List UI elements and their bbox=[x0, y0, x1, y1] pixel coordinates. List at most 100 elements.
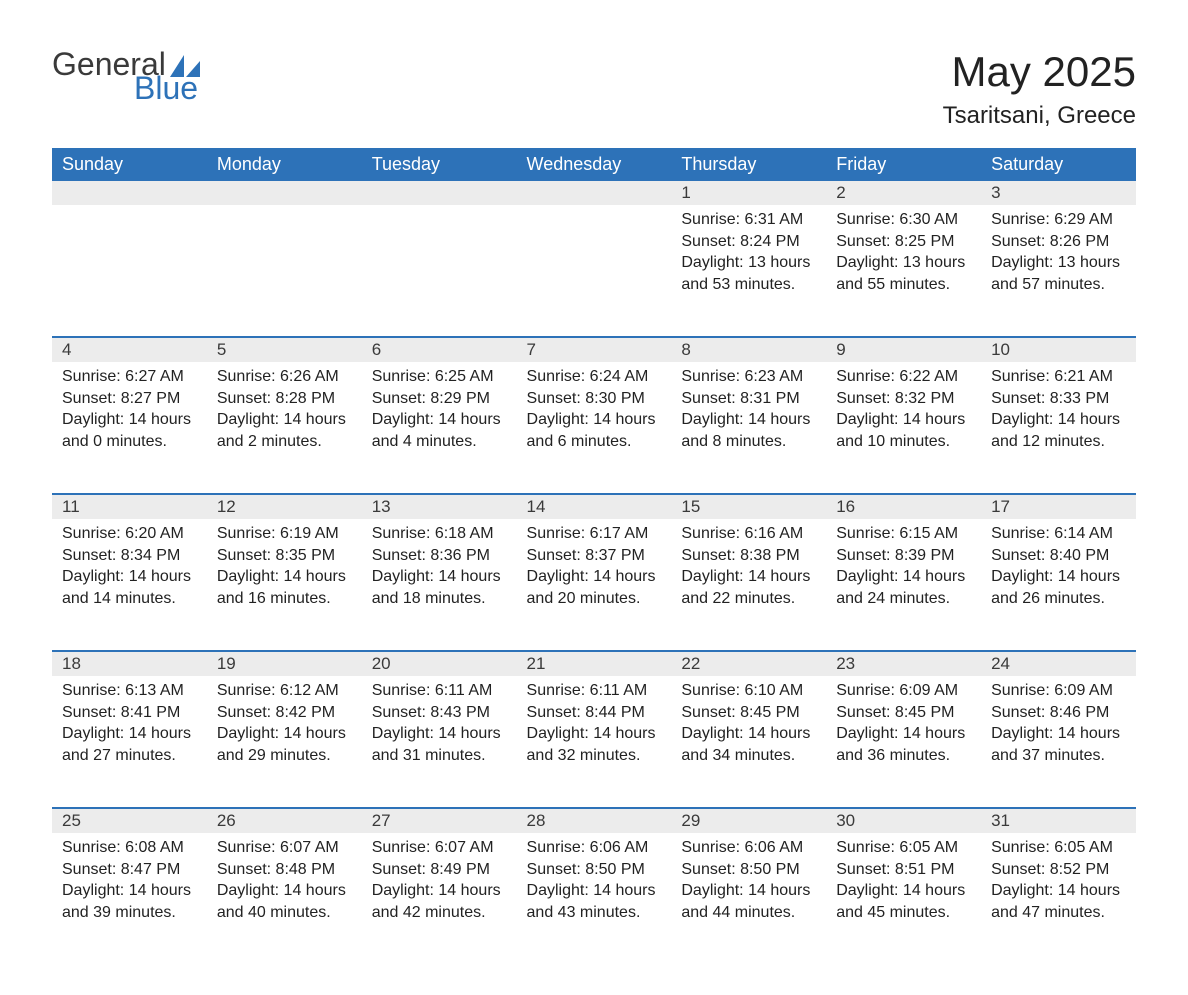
sunrise-value: 6:18 AM bbox=[435, 525, 494, 542]
day-number-row: 123 bbox=[52, 181, 1136, 205]
daylight-label: Daylight: bbox=[991, 568, 1058, 585]
sunset-line: Sunset: 8:31 PM bbox=[681, 388, 816, 410]
sunset-line: Sunset: 8:34 PM bbox=[62, 545, 197, 567]
sunset-value: 8:46 PM bbox=[1050, 704, 1110, 721]
daylight-label: Daylight: bbox=[836, 411, 903, 428]
location-subtitle: Tsaritsani, Greece bbox=[943, 102, 1136, 130]
sunset-label: Sunset: bbox=[62, 390, 121, 407]
day-cell bbox=[362, 205, 517, 337]
day-number-cell: 20 bbox=[362, 652, 517, 676]
day-number-row: 18192021222324 bbox=[52, 652, 1136, 676]
daylight-line: Daylight: 14 hours and 43 minutes. bbox=[527, 880, 662, 923]
sunset-line: Sunset: 8:46 PM bbox=[991, 702, 1126, 724]
sunrise-line: Sunrise: 6:18 AM bbox=[372, 523, 507, 545]
sunset-line: Sunset: 8:44 PM bbox=[527, 702, 662, 724]
day-details: Sunrise: 6:20 AMSunset: 8:34 PMDaylight:… bbox=[52, 519, 207, 617]
daylight-line: Daylight: 14 hours and 14 minutes. bbox=[62, 566, 197, 609]
sunset-label: Sunset: bbox=[527, 704, 586, 721]
sunset-label: Sunset: bbox=[681, 861, 740, 878]
day-cell: Sunrise: 6:08 AMSunset: 8:47 PMDaylight:… bbox=[52, 833, 207, 965]
sunset-line: Sunset: 8:50 PM bbox=[527, 859, 662, 881]
sunrise-value: 6:07 AM bbox=[280, 839, 339, 856]
sunset-value: 8:38 PM bbox=[740, 547, 800, 564]
day-cell: Sunrise: 6:19 AMSunset: 8:35 PMDaylight:… bbox=[207, 519, 362, 651]
daylight-line: Daylight: 14 hours and 40 minutes. bbox=[217, 880, 352, 923]
day-details: Sunrise: 6:10 AMSunset: 8:45 PMDaylight:… bbox=[671, 676, 826, 774]
day-details: Sunrise: 6:06 AMSunset: 8:50 PMDaylight:… bbox=[671, 833, 826, 931]
day-details: Sunrise: 6:07 AMSunset: 8:49 PMDaylight:… bbox=[362, 833, 517, 931]
sunrise-label: Sunrise: bbox=[217, 682, 280, 699]
day-header-row: SundayMondayTuesdayWednesdayThursdayFrid… bbox=[52, 148, 1136, 181]
sunset-label: Sunset: bbox=[372, 861, 431, 878]
daylight-label: Daylight: bbox=[527, 568, 594, 585]
sunrise-label: Sunrise: bbox=[372, 525, 435, 542]
sunrise-line: Sunrise: 6:16 AM bbox=[681, 523, 816, 545]
day-cell: Sunrise: 6:16 AMSunset: 8:38 PMDaylight:… bbox=[671, 519, 826, 651]
day-number-cell: 4 bbox=[52, 338, 207, 362]
sunset-value: 8:45 PM bbox=[895, 704, 955, 721]
day-number-cell: 1 bbox=[671, 181, 826, 205]
daylight-label: Daylight: bbox=[836, 882, 903, 899]
sunset-value: 8:33 PM bbox=[1050, 390, 1110, 407]
sunset-label: Sunset: bbox=[62, 704, 121, 721]
sunrise-line: Sunrise: 6:31 AM bbox=[681, 209, 816, 231]
day-details: Sunrise: 6:17 AMSunset: 8:37 PMDaylight:… bbox=[517, 519, 672, 617]
day-number-cell: 27 bbox=[362, 809, 517, 833]
day-number-cell: 12 bbox=[207, 495, 362, 519]
day-details: Sunrise: 6:16 AMSunset: 8:38 PMDaylight:… bbox=[671, 519, 826, 617]
day-details: Sunrise: 6:14 AMSunset: 8:40 PMDaylight:… bbox=[981, 519, 1136, 617]
day-details: Sunrise: 6:15 AMSunset: 8:39 PMDaylight:… bbox=[826, 519, 981, 617]
day-header: Tuesday bbox=[362, 148, 517, 181]
sunset-value: 8:24 PM bbox=[740, 233, 800, 250]
day-cell: Sunrise: 6:17 AMSunset: 8:37 PMDaylight:… bbox=[517, 519, 672, 651]
day-cell bbox=[517, 205, 672, 337]
daylight-line: Daylight: 14 hours and 2 minutes. bbox=[217, 409, 352, 452]
sunset-label: Sunset: bbox=[62, 547, 121, 564]
calendar-thead: SundayMondayTuesdayWednesdayThursdayFrid… bbox=[52, 148, 1136, 181]
daylight-label: Daylight: bbox=[527, 411, 594, 428]
day-cell: Sunrise: 6:09 AMSunset: 8:46 PMDaylight:… bbox=[981, 676, 1136, 808]
day-content-row: Sunrise: 6:20 AMSunset: 8:34 PMDaylight:… bbox=[52, 519, 1136, 651]
sunset-label: Sunset: bbox=[991, 547, 1050, 564]
day-number-cell: 17 bbox=[981, 495, 1136, 519]
day-number-cell: 2 bbox=[826, 181, 981, 205]
sunset-label: Sunset: bbox=[527, 861, 586, 878]
sunset-line: Sunset: 8:45 PM bbox=[836, 702, 971, 724]
sunrise-value: 6:06 AM bbox=[590, 839, 649, 856]
sunrise-line: Sunrise: 6:11 AM bbox=[372, 680, 507, 702]
daylight-label: Daylight: bbox=[217, 725, 284, 742]
sunset-line: Sunset: 8:52 PM bbox=[991, 859, 1126, 881]
day-cell: Sunrise: 6:12 AMSunset: 8:42 PMDaylight:… bbox=[207, 676, 362, 808]
sunrise-line: Sunrise: 6:29 AM bbox=[991, 209, 1126, 231]
sunset-line: Sunset: 8:24 PM bbox=[681, 231, 816, 253]
sunset-label: Sunset: bbox=[836, 861, 895, 878]
day-number-cell: 16 bbox=[826, 495, 981, 519]
day-cell: Sunrise: 6:15 AMSunset: 8:39 PMDaylight:… bbox=[826, 519, 981, 651]
daylight-line: Daylight: 14 hours and 0 minutes. bbox=[62, 409, 197, 452]
day-details: Sunrise: 6:05 AMSunset: 8:51 PMDaylight:… bbox=[826, 833, 981, 931]
sunrise-label: Sunrise: bbox=[62, 682, 125, 699]
sunrise-line: Sunrise: 6:17 AM bbox=[527, 523, 662, 545]
sunrise-label: Sunrise: bbox=[527, 839, 590, 856]
daylight-line: Daylight: 14 hours and 4 minutes. bbox=[372, 409, 507, 452]
sunset-value: 8:43 PM bbox=[430, 704, 490, 721]
sunset-label: Sunset: bbox=[681, 390, 740, 407]
day-number-cell: 5 bbox=[207, 338, 362, 362]
sunrise-value: 6:09 AM bbox=[899, 682, 958, 699]
daylight-label: Daylight: bbox=[372, 411, 439, 428]
day-details: Sunrise: 6:19 AMSunset: 8:35 PMDaylight:… bbox=[207, 519, 362, 617]
sunset-value: 8:25 PM bbox=[895, 233, 955, 250]
day-cell: Sunrise: 6:11 AMSunset: 8:44 PMDaylight:… bbox=[517, 676, 672, 808]
sunrise-value: 6:06 AM bbox=[745, 839, 804, 856]
day-cell: Sunrise: 6:05 AMSunset: 8:51 PMDaylight:… bbox=[826, 833, 981, 965]
day-details: Sunrise: 6:30 AMSunset: 8:25 PMDaylight:… bbox=[826, 205, 981, 303]
sunrise-value: 6:10 AM bbox=[745, 682, 804, 699]
sunrise-label: Sunrise: bbox=[836, 211, 899, 228]
sunset-value: 8:48 PM bbox=[276, 861, 336, 878]
day-cell: Sunrise: 6:11 AMSunset: 8:43 PMDaylight:… bbox=[362, 676, 517, 808]
sunrise-line: Sunrise: 6:09 AM bbox=[836, 680, 971, 702]
sunset-line: Sunset: 8:40 PM bbox=[991, 545, 1126, 567]
sunrise-line: Sunrise: 6:20 AM bbox=[62, 523, 197, 545]
sunrise-label: Sunrise: bbox=[217, 368, 280, 385]
day-cell: Sunrise: 6:07 AMSunset: 8:49 PMDaylight:… bbox=[362, 833, 517, 965]
